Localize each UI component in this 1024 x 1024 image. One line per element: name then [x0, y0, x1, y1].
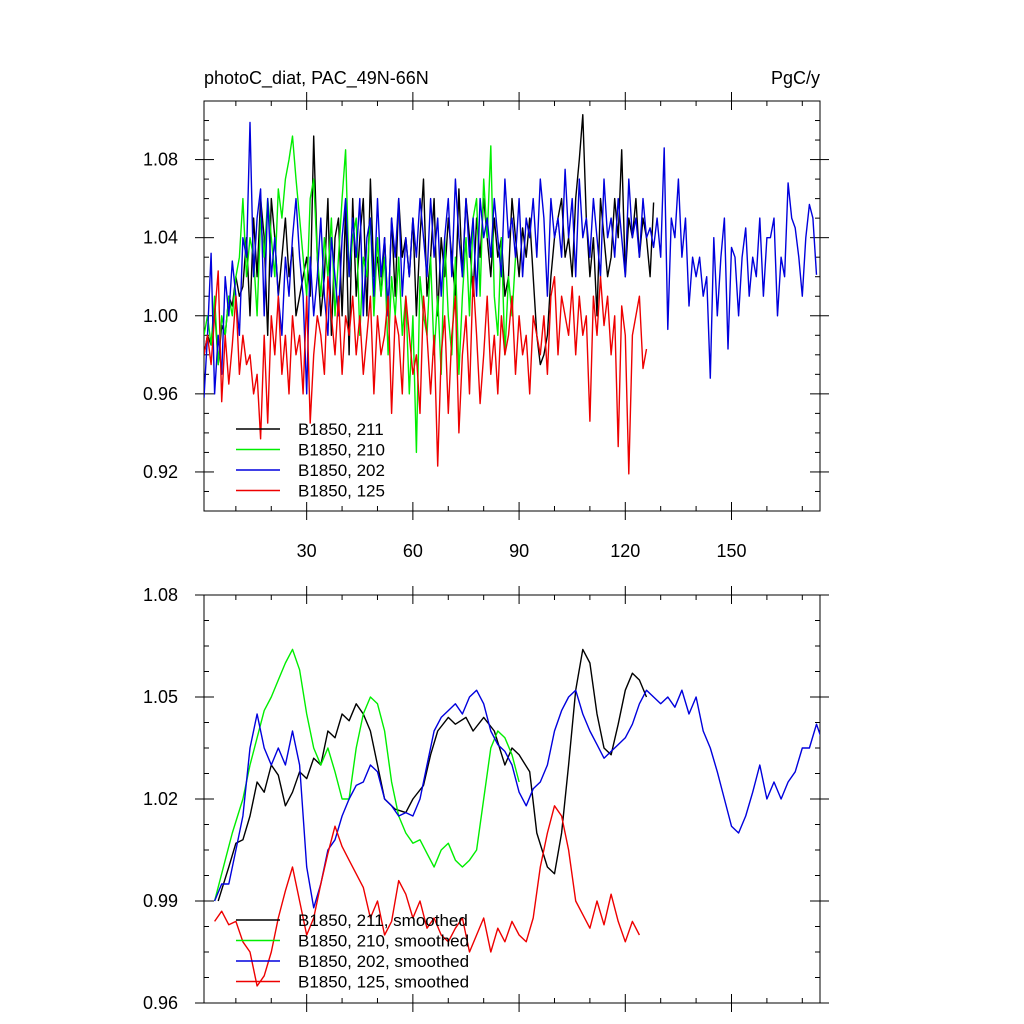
x-tick-label: 90 [509, 541, 529, 561]
legend-label: B1850, 125, smoothed [298, 973, 469, 992]
chart-title: photoC_diat, PAC_49N-66N [204, 68, 429, 89]
y-tick-label: 1.08 [143, 585, 178, 605]
y-tick-label: 1.02 [143, 789, 178, 809]
y-tick-label: 0.92 [143, 462, 178, 482]
y-tick-label: 1.08 [143, 150, 178, 170]
series-line-2 [204, 135, 517, 454]
x-tick-label: 30 [297, 541, 317, 561]
bottom-chart-panel: 0.96 0.99 1.02 1.05 1.08 B1850, 211, smoothe… [143, 585, 829, 1013]
legend-label: B1850, 125 [298, 482, 385, 501]
series-line-1 [217, 648, 648, 902]
y-tick-label: 1.00 [143, 306, 178, 326]
legend-label: B1850, 202, smoothed [298, 952, 469, 971]
bottom-axis-ticks: 0.96 0.99 1.02 1.05 1.08 [143, 585, 829, 1013]
top-axis-ticks: 30 60 90 120 150 0.92 0.96 1.00 1.04 1.08 [143, 92, 829, 561]
x-tick-label: 150 [716, 541, 746, 561]
series-line-1 [204, 114, 655, 366]
top-chart-panel: photoC_diat, PAC_49N-66N PgC/y 30 60 90 120… [143, 68, 829, 561]
bottom-plot-frame [203, 594, 821, 1004]
x-tick-label: 120 [610, 541, 640, 561]
y-tick-label: 1.05 [143, 687, 178, 707]
series-line-3 [213, 689, 820, 909]
bottom-legend: B1850, 211, smoothed B1850, 210, smoothed… [236, 911, 469, 992]
series-line-2 [213, 648, 520, 902]
top-plot-frame [203, 100, 821, 512]
series-line-3 [204, 121, 818, 398]
legend-label: B1850, 210, smoothed [298, 932, 469, 951]
chart-units-label: PgC/y [771, 68, 820, 88]
legend-label: B1850, 211 [298, 420, 384, 439]
series-line-4 [204, 270, 648, 475]
legend-label: B1850, 210 [298, 441, 385, 460]
y-tick-label: 0.99 [143, 891, 178, 911]
y-tick-label: 0.96 [143, 993, 178, 1013]
y-tick-label: 1.04 [143, 228, 178, 248]
x-tick-label: 60 [403, 541, 423, 561]
legend-label: B1850, 211, smoothed [298, 911, 468, 930]
series-line-4 [214, 805, 641, 987]
y-tick-label: 0.96 [143, 384, 178, 404]
top-series-group [204, 114, 818, 475]
bottom-series-group [213, 648, 820, 987]
legend-label: B1850, 202 [298, 461, 385, 480]
